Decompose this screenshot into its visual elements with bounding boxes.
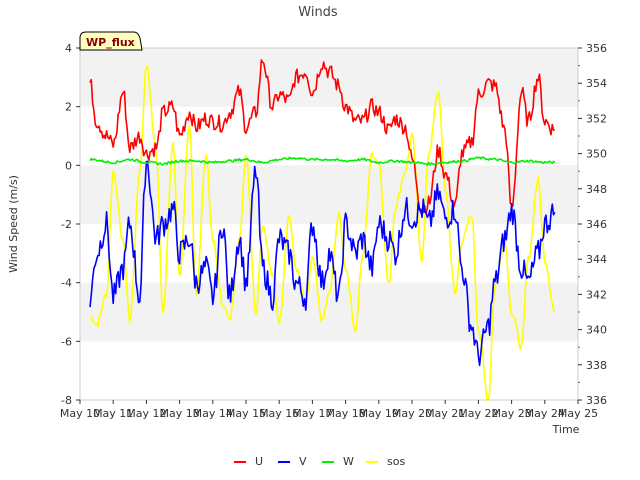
x-tick-label: May 20: [392, 407, 432, 420]
band-0: [80, 48, 578, 107]
axes: -8 -6 -4 -2 0 2 4 336 338 340 342 344 346 348 350 352 35…: [60, 42, 607, 420]
x-tick-label: May 16: [259, 407, 299, 420]
x-tick-label: May 25: [558, 407, 598, 420]
x-tick-label: May 12: [126, 407, 166, 420]
y2-tick-label: 338: [586, 359, 607, 372]
y2-tick-label: 340: [586, 324, 607, 337]
x-tick-label: May 17: [292, 407, 332, 420]
y-axis-label: Wind Speed (m/s): [7, 175, 20, 273]
y2-tick-label: 350: [586, 148, 607, 161]
y2-tick-label: 344: [586, 253, 607, 266]
x-tick-label: May 22: [458, 407, 498, 420]
y2-tick-label: 354: [586, 77, 607, 90]
series-layer: [89, 59, 556, 402]
badge-shape: [79, 31, 143, 51]
series-line-sos: [89, 65, 556, 402]
legend-label-W: W: [343, 455, 354, 468]
badge-label: WP_flux: [86, 36, 135, 49]
badge: WP_flux: [79, 31, 143, 51]
y2-tick-label: 336: [586, 394, 607, 407]
y2-tick-label: 342: [586, 288, 607, 301]
x-tick-label: May 24: [525, 407, 565, 420]
x-tick-label: May 21: [425, 407, 465, 420]
background-bands: [80, 48, 578, 342]
y-tick-label: -4: [61, 277, 72, 290]
x-axis-label: Time: [552, 423, 580, 436]
y-tick-label: 2: [65, 101, 72, 114]
legend-label-sos: sos: [387, 455, 405, 468]
legend-label-V: V: [299, 455, 307, 468]
x-tick-label: May 14: [193, 407, 233, 420]
y-tick-label: 4: [65, 42, 72, 55]
x-tick-label: May 11: [93, 407, 133, 420]
y2-tick-label: 348: [586, 183, 607, 196]
series-line-V: [89, 160, 556, 367]
x-tick-label: May 19: [359, 407, 399, 420]
x-tick-label: May 15: [226, 407, 266, 420]
series-line-U: [89, 59, 555, 215]
y-tick-label: -8: [61, 394, 72, 407]
x-tick-label: May 13: [159, 407, 199, 420]
band-1: [80, 165, 578, 224]
x-tick-label: May 18: [325, 407, 365, 420]
chart-title: Winds: [298, 5, 338, 20]
y-tick-label: 0: [65, 159, 72, 172]
y-tick-label: -6: [61, 335, 72, 348]
y2-tick-label: 356: [586, 42, 607, 55]
x-tick-label: May 23: [491, 407, 531, 420]
y-tick-label: -2: [61, 218, 72, 231]
y2-tick-label: 346: [586, 218, 607, 231]
series-line-W: [89, 156, 556, 166]
y2-tick-label: 352: [586, 112, 607, 125]
x-tick-label: May 10: [60, 407, 100, 420]
legend-label-U: U: [255, 455, 263, 468]
